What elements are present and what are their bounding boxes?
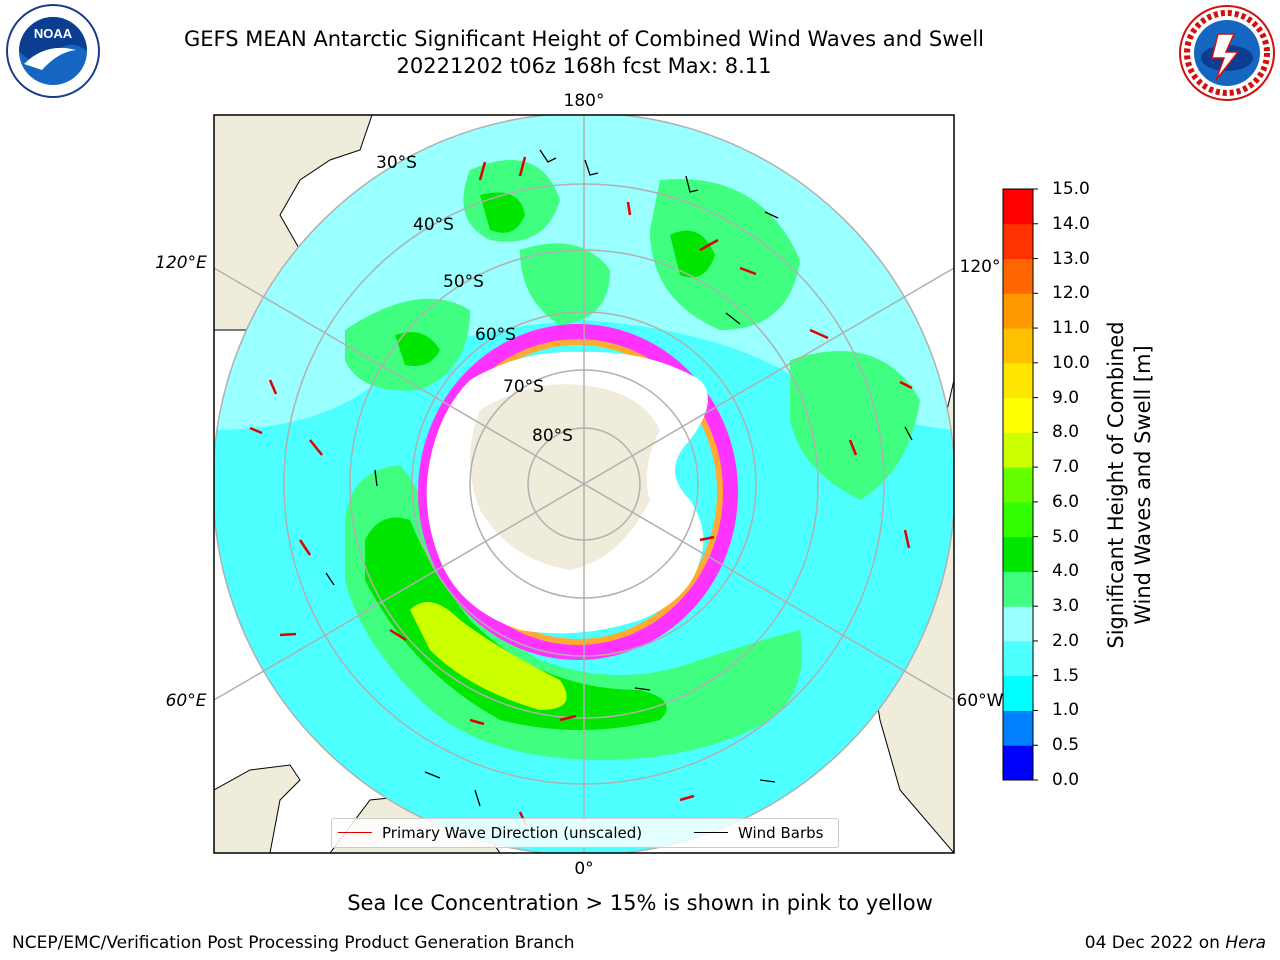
chart-subtitle: 20221202 t06z 168h fcst Max: 8.11 <box>396 54 772 78</box>
lat-label-70s: 70°S <box>503 377 544 397</box>
map-legend: Primary Wave Direction (unscaled) Wind B… <box>331 818 839 848</box>
lon-label-60w: 60°W <box>957 691 1004 711</box>
colorbar-bin <box>1003 362 1033 399</box>
sea-ice-ring <box>418 324 738 660</box>
graticule <box>214 115 954 853</box>
colorbar-bin <box>1003 223 1033 260</box>
colorbar-bin <box>1003 189 1033 225</box>
colorbar <box>1002 188 1038 781</box>
noaa-logo: NOAA <box>6 4 100 98</box>
colorbar-tick-label: 11.0 <box>1052 318 1090 339</box>
colorbar-label: Significant Height of Combined Wind Wave… <box>1103 225 1157 745</box>
colorbar-bin <box>1003 328 1033 364</box>
ocean-patch-3m <box>650 179 800 330</box>
colorbar-label-line1: Significant Height of Combined <box>1104 321 1128 649</box>
lat-label-60s: 60°S <box>475 325 516 345</box>
legend-wave-direction: Primary Wave Direction (unscaled) <box>382 824 643 842</box>
footer-credit: NCEP/EMC/Verification Post Processing Pr… <box>12 933 575 953</box>
footer-date: 04 Dec 2022 on Hera <box>1085 933 1266 953</box>
colorbar-tick-label: 6.0 <box>1052 491 1080 512</box>
ocean-patch-6m <box>410 602 567 710</box>
colorbar-bin <box>1003 467 1033 503</box>
colorbar-tick-label: 5.0 <box>1052 526 1080 547</box>
colorbar-bin <box>1003 536 1033 572</box>
colorbar-tick-label: 13.0 <box>1052 248 1090 269</box>
lat-label-80s: 80°S <box>532 426 573 446</box>
legend-wind-barbs: Wind Barbs <box>738 824 824 842</box>
colorbar-bin <box>1003 258 1033 294</box>
footer-date-text: 04 Dec 2022 on <box>1084 933 1220 953</box>
lon-label-60e: 60°E <box>166 691 207 711</box>
ocean-patch-4m <box>480 192 525 233</box>
colorbar-tick-label: 2.0 <box>1052 630 1080 651</box>
wind-barbs <box>325 149 913 807</box>
colorbar-tick-label: 8.0 <box>1052 422 1080 443</box>
colorbar-tick-label: 10.0 <box>1052 352 1090 373</box>
colorbar-bin <box>1003 606 1033 642</box>
colorbar-tick-label: 14.0 <box>1052 213 1090 234</box>
ocean-field <box>214 115 954 853</box>
colorbar-tick-label: 3.0 <box>1052 596 1080 617</box>
lat-label-40s: 40°S <box>413 215 454 235</box>
lon-label-120e: 120°E <box>155 253 207 273</box>
wave-arrows <box>249 156 913 826</box>
ocean-patch-4m <box>670 230 715 278</box>
lon-label-0: 0° <box>574 859 593 879</box>
footer-host: Hera <box>1225 933 1266 953</box>
colorbar-bin <box>1003 432 1033 468</box>
ocean-patch-3m <box>790 351 920 500</box>
colorbar-tick-label: 9.0 <box>1052 387 1080 408</box>
colorbar-bin <box>1003 640 1033 677</box>
wave-direction-swatch <box>338 832 372 833</box>
land-africa <box>214 764 301 853</box>
colorbar-bin <box>1003 710 1033 746</box>
colorbar-label-line2: Wind Waves and Swell [m] <box>1131 345 1155 625</box>
colorbar-tick-label: 4.0 <box>1052 561 1080 582</box>
sea-ice-caption: Sea Ice Concentration > 15% is shown in … <box>347 891 933 915</box>
colorbar-tick-label: 15.0 <box>1052 179 1090 199</box>
ocean-patch-3m <box>520 243 610 325</box>
nws-logo <box>1179 5 1275 101</box>
colorbar-frame <box>1002 188 1034 781</box>
colorbar-tick-label: 0.5 <box>1052 735 1080 756</box>
colorbar-tick-label: 0.0 <box>1052 770 1080 790</box>
lat-label-50s: 50°S <box>443 272 484 292</box>
colorbar-tick-label: 1.5 <box>1052 665 1080 686</box>
land-australia <box>214 115 373 331</box>
noaa-logo-text: NOAA <box>34 26 73 41</box>
colorbar-bin <box>1003 675 1033 711</box>
colorbar-bin <box>1003 501 1033 538</box>
colorbar-bin <box>1003 571 1033 607</box>
colorbar-tick-label: 7.0 <box>1052 457 1080 478</box>
ocean-patch-4m <box>365 517 667 730</box>
colorbar-tick-label: 12.0 <box>1052 283 1090 304</box>
lon-label-120w: 120° <box>960 257 1001 277</box>
lat-label-30s: 30°S <box>376 153 417 173</box>
colorbar-tick-label: 1.0 <box>1052 700 1080 721</box>
colorbar-bin <box>1003 745 1033 781</box>
colorbar-bin <box>1003 397 1033 433</box>
wind-barb-swatch <box>694 832 728 833</box>
ocean-patch-4m <box>395 332 440 366</box>
colorbar-bin <box>1003 293 1033 329</box>
chart-title: GEFS MEAN Antarctic Significant Height o… <box>183 27 985 51</box>
lon-label-180: 180° <box>564 91 605 111</box>
